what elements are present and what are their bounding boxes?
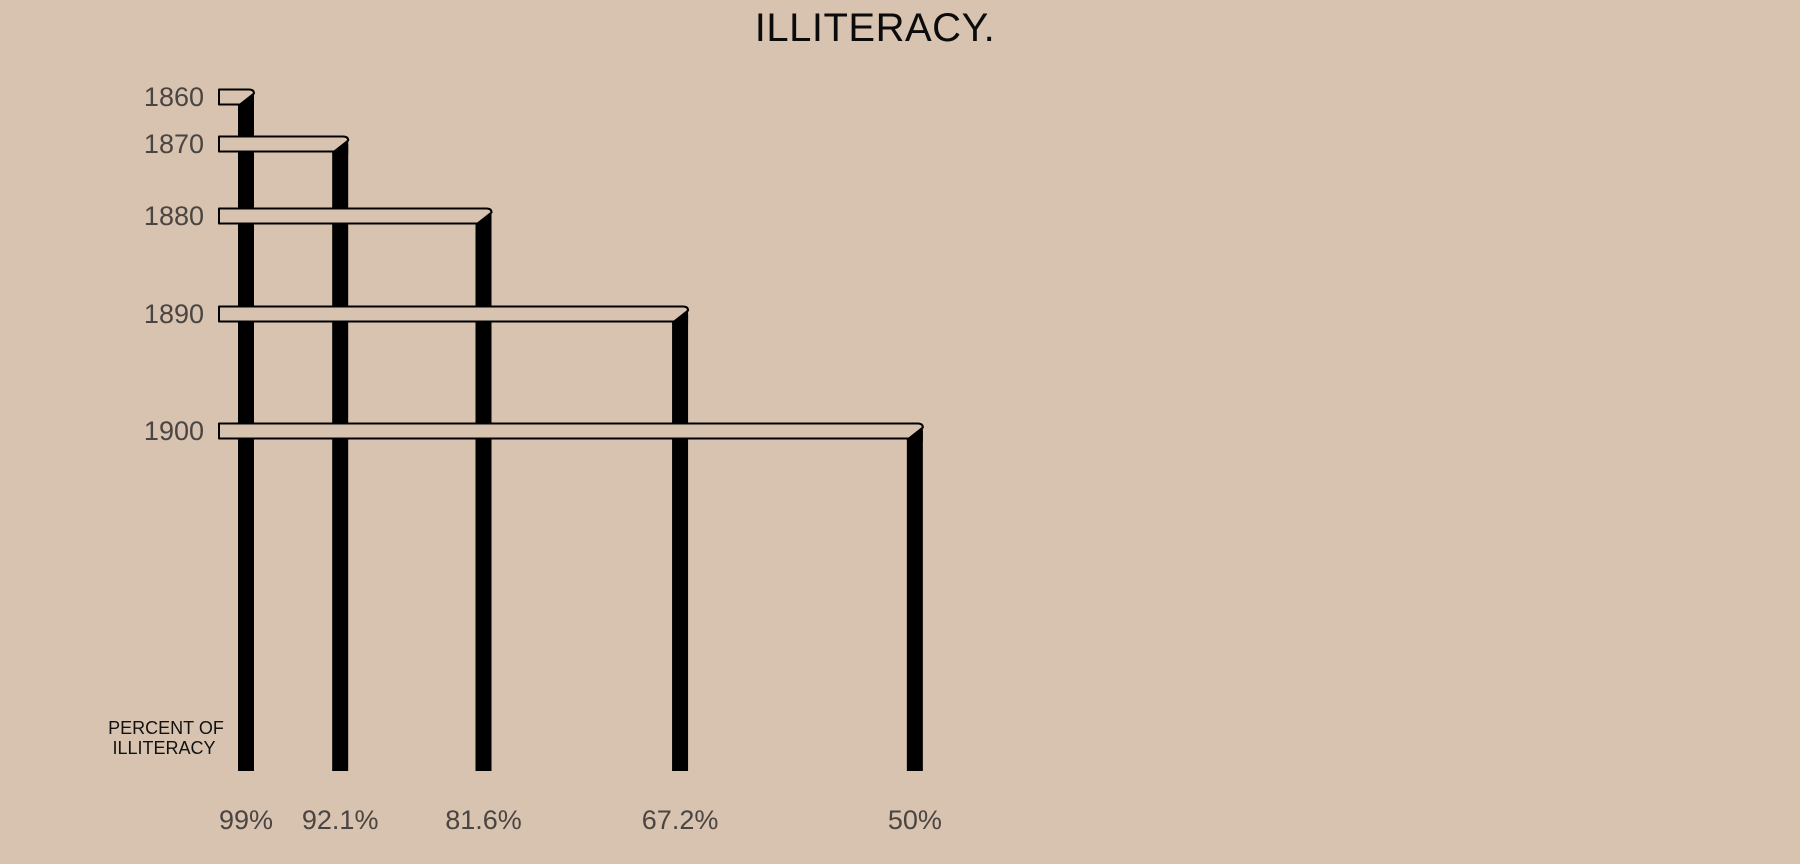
year-label-1870: 1870 — [144, 129, 204, 159]
axis-note-line-1: PERCENT OF — [108, 718, 224, 738]
value-label-1900: 50% — [888, 805, 942, 835]
bar-1890 — [218, 305, 690, 323]
bar-1900 — [218, 422, 924, 440]
bar-cap-1890 — [673, 309, 689, 325]
bar-1880 — [218, 207, 493, 225]
bar-cap-1860 — [239, 92, 254, 108]
column-1890 — [672, 314, 689, 771]
value-label-1890: 67.2% — [642, 805, 719, 835]
bar-cap-1870 — [333, 139, 349, 155]
column-1900 — [906, 431, 923, 771]
value-label-1860: 99% — [219, 805, 273, 835]
bar-cap-1880 — [476, 211, 492, 227]
bar-cap-1900 — [907, 426, 923, 442]
bar-1870 — [218, 135, 350, 153]
year-label-1890: 1890 — [144, 299, 204, 329]
value-label-1880: 81.6% — [445, 805, 522, 835]
column-1880 — [475, 216, 492, 771]
axis-note-line-2: ILLITERACY — [112, 738, 215, 758]
year-label-1900: 1900 — [144, 416, 204, 446]
bars-layer — [218, 88, 924, 442]
year-label-1860: 1860 — [144, 82, 204, 112]
column-1870 — [332, 144, 349, 771]
value-label-1870: 92.1% — [302, 805, 379, 835]
labels-layer: PERCENT OF ILLITERACY 1860 99% 1870 92.1% 18… — [108, 82, 942, 835]
year-label-1880: 1880 — [144, 201, 204, 231]
chart-title: ILLITERACY. — [754, 6, 996, 50]
